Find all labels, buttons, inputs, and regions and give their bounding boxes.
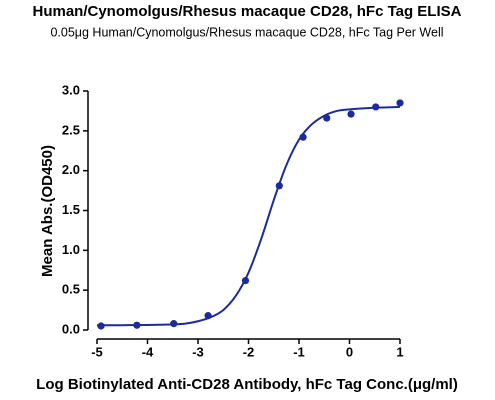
data-point [299,133,307,141]
y-tick-label: 0.5 [62,282,80,297]
data-point [347,110,355,118]
data-point [204,312,212,320]
x-tick-label: -1 [293,344,305,359]
x-tick-label: 1 [396,344,403,359]
data-point [170,320,178,328]
data-point [372,103,380,111]
data-point [133,321,141,329]
chart-title: Human/Cynomolgus/Rhesus macaque CD28, hF… [33,3,462,20]
x-axis-label: Log Biotinylated Anti-CD28 Antibody, hFc… [36,376,458,393]
data-point [323,114,331,122]
y-tick-label: 2.5 [62,122,80,137]
y-tick-label: 0.0 [62,321,80,336]
y-tick-label: 3.0 [62,82,80,97]
x-tick-label: -4 [142,344,154,359]
x-tick-label: -5 [91,344,103,359]
y-tick-label: 1.0 [62,242,80,257]
y-tick-label: 1.5 [62,202,80,217]
data-point [241,277,250,285]
data-point [97,322,105,330]
y-axis-label: Mean Abs.(OD450) [39,145,56,277]
y-tick-label: 2.0 [62,162,80,177]
fit-curve [96,105,401,327]
x-tick-label: 0 [346,344,353,359]
chart-subtitle: 0.05μg Human/Cynomolgus/Rhesus macaque C… [50,25,443,39]
x-tick-label: -2 [243,344,255,359]
data-point [396,99,404,107]
x-tick-label: -3 [192,344,204,359]
data-point [275,182,283,190]
